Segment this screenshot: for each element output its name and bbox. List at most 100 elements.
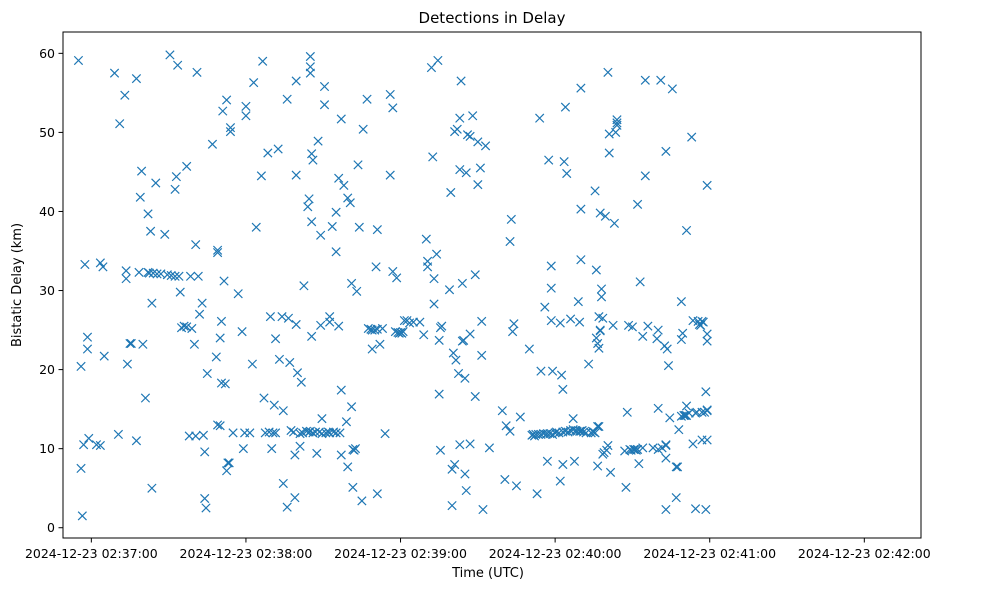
x-tick-label: 2024-12-23 02:42:00 <box>798 546 931 561</box>
data-point <box>357 496 367 506</box>
data-point <box>465 329 475 339</box>
data-point <box>218 106 228 116</box>
data-point <box>461 485 471 496</box>
data-point <box>125 338 135 349</box>
data-point <box>160 229 170 240</box>
data-point <box>121 274 131 284</box>
data-point <box>82 332 93 342</box>
data-point <box>334 321 344 331</box>
data-point <box>562 168 572 179</box>
data-point <box>509 319 519 329</box>
data-point <box>147 483 157 493</box>
data-point <box>249 77 259 88</box>
data-point <box>661 504 671 515</box>
data-point <box>690 504 701 514</box>
data-point <box>574 317 585 327</box>
data-point <box>362 94 372 104</box>
data-point <box>291 170 301 180</box>
data-point <box>370 325 380 335</box>
x-axis-label: Time (UTC) <box>451 566 524 581</box>
data-point <box>200 447 210 457</box>
data-point <box>126 338 136 349</box>
data-point <box>447 500 457 511</box>
data-point <box>535 113 545 123</box>
data-point <box>131 74 142 84</box>
data-point <box>207 139 218 149</box>
data-point <box>433 55 443 66</box>
data-point <box>536 366 546 376</box>
data-point <box>343 193 353 203</box>
data-point <box>676 296 687 307</box>
data-point <box>182 322 192 332</box>
data-point <box>674 425 684 435</box>
data-point <box>662 344 672 354</box>
data-point <box>595 208 605 218</box>
data-point <box>122 359 133 369</box>
data-points <box>73 50 712 521</box>
data-point <box>173 60 183 70</box>
data-point <box>681 225 692 236</box>
data-point <box>202 368 212 379</box>
data-point <box>371 262 381 272</box>
y-tick-label: 10 <box>39 441 55 456</box>
data-point <box>638 331 648 342</box>
data-point <box>640 75 650 85</box>
data-point <box>148 268 158 278</box>
data-point <box>283 313 294 323</box>
data-point <box>295 429 305 439</box>
data-point <box>560 102 571 112</box>
data-point <box>629 444 639 455</box>
data-point <box>665 413 675 423</box>
data-point <box>621 482 631 493</box>
data-point <box>612 118 622 128</box>
data-point <box>336 385 346 395</box>
data-point <box>286 425 296 436</box>
data-point <box>185 271 196 281</box>
data-point <box>237 327 247 337</box>
data-point <box>345 198 355 208</box>
data-point <box>290 493 300 503</box>
data-point <box>672 462 683 472</box>
data-point <box>598 313 608 323</box>
data-point <box>404 318 415 328</box>
data-point <box>563 427 573 437</box>
data-point <box>121 266 131 276</box>
data-point <box>627 322 638 332</box>
data-point <box>612 120 622 130</box>
data-point <box>215 333 225 343</box>
data-point <box>221 466 232 476</box>
data-point <box>305 62 315 72</box>
data-point <box>555 476 565 486</box>
data-point <box>265 312 276 322</box>
data-point <box>115 119 125 129</box>
data-point <box>372 225 382 235</box>
data-point <box>468 111 478 121</box>
data-point <box>304 194 314 204</box>
data-point <box>609 218 620 228</box>
data-point <box>450 459 460 470</box>
data-point <box>145 226 156 236</box>
data-point <box>194 309 205 319</box>
y-tick-label: 20 <box>39 362 55 377</box>
data-point <box>263 148 273 158</box>
data-point <box>475 163 486 173</box>
data-point <box>189 339 200 349</box>
data-point <box>166 270 176 281</box>
data-point <box>422 262 433 272</box>
data-point <box>652 334 662 344</box>
data-point <box>593 421 603 432</box>
data-point <box>170 271 180 281</box>
x-tick-label: 2024-12-23 02:38:00 <box>180 546 313 561</box>
data-point <box>313 136 323 146</box>
data-point <box>223 458 233 468</box>
data-point <box>98 262 108 272</box>
data-point <box>372 489 382 499</box>
data-point <box>448 348 458 358</box>
data-point <box>256 171 267 181</box>
data-point <box>170 184 180 194</box>
data-point <box>421 234 431 244</box>
data-point <box>388 266 398 277</box>
data-point <box>91 440 102 450</box>
y-tick-label: 0 <box>47 520 55 535</box>
data-point <box>648 443 658 453</box>
